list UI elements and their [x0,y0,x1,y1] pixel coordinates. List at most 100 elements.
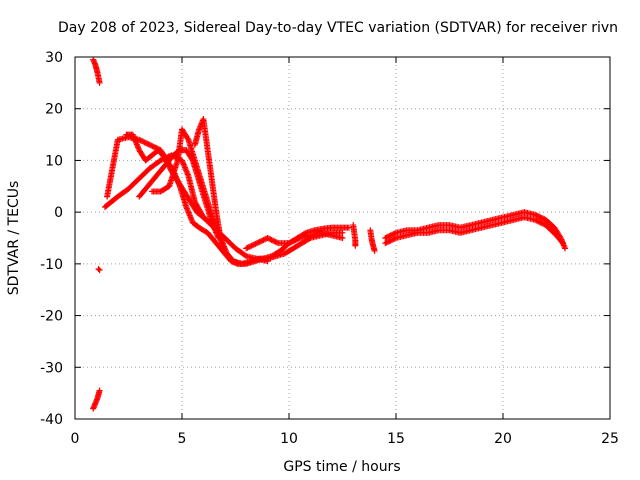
chart-title: Day 208 of 2023, Sidereal Day-to-day VTE… [58,20,618,36]
data-point [559,240,566,247]
data-point [260,236,267,243]
data-point [243,245,250,252]
data-point [387,237,394,244]
data-point [261,236,268,243]
data-point [532,216,539,223]
data-point [290,238,297,245]
data-point [242,252,249,259]
data-point [390,231,397,238]
series-track-h [382,209,569,252]
data-point [255,239,262,246]
y-tick-label: -10 [40,257,63,273]
y-axis-label: SDTVAR / TECUs [6,181,22,296]
data-point [559,239,566,246]
data-point [145,141,152,148]
data-point [538,220,545,227]
y-tick-label: 30 [45,50,63,66]
data-point [272,238,279,245]
series-track-early-low [90,387,103,412]
data-point [536,213,543,220]
data-point [141,139,148,146]
data-point [287,239,294,246]
data-points [90,56,569,412]
series-track-i [382,214,566,247]
data-point [259,237,266,244]
x-tick-label: 20 [494,431,512,447]
data-point [387,232,394,239]
data-point [244,244,251,251]
x-tick-label: 5 [178,431,187,447]
data-point [536,218,543,225]
y-tick-label: -30 [40,360,63,376]
data-point [256,238,263,245]
data-point [386,238,393,245]
x-tick-label: 10 [280,431,298,447]
data-point [537,219,544,226]
axis-ticks: 0 5 10 15 20 25 -40 -30 -20 -10 0 10 20 30 [40,50,619,447]
data-point [382,235,389,241]
data-point [152,144,159,151]
data-point [294,236,301,243]
data-point [146,141,153,148]
data-point [382,240,389,247]
data-point [137,137,144,144]
data-point [388,236,395,243]
data-point [291,237,298,244]
y-tick-label: 10 [45,153,63,169]
data-point [264,235,271,241]
x-axis-label: GPS time / hours [283,459,400,475]
data-point [144,140,151,147]
series-track-early-high [90,56,103,86]
y-tick-label: 20 [45,102,63,118]
data-point [352,242,359,249]
data-point [538,214,545,221]
x-tick-label: 0 [71,431,80,447]
data-point [292,236,299,243]
data-point [540,220,547,227]
data-point [150,143,157,150]
series-track-g [243,229,346,252]
data-point [383,239,390,246]
data-point [252,240,259,247]
data-point [96,79,103,86]
data-point [390,236,397,243]
data-point [142,139,149,146]
data-point [257,238,264,245]
data-point [339,235,346,241]
data-point [386,233,393,240]
y-tick-label: -20 [40,309,63,325]
data-point [383,234,390,241]
data-point [248,242,255,249]
data-point [184,135,191,142]
data-point [157,157,164,164]
data-point [388,231,395,238]
data-point [148,142,155,149]
data-point [540,215,547,222]
data-point [533,212,540,219]
data-point [534,213,541,220]
series-track-isolated [95,266,103,274]
data-point [96,387,103,394]
data-point [391,235,398,242]
data-point [339,229,346,236]
data-point [249,242,256,249]
data-point [295,235,302,242]
data-point [273,239,280,246]
data-point [537,214,544,221]
data-point [149,143,156,150]
x-tick-label: 15 [387,431,405,447]
x-tick-label: 25 [601,431,619,447]
data-point [265,235,272,242]
data-point [286,240,292,247]
data-point [384,233,391,240]
data-point [253,240,260,247]
data-point [95,266,102,273]
data-point [562,245,569,252]
data-point [267,236,274,243]
data-point [391,230,398,237]
data-point [268,236,275,243]
data-point [384,238,391,245]
data-point [245,244,252,251]
data-point [96,267,103,274]
